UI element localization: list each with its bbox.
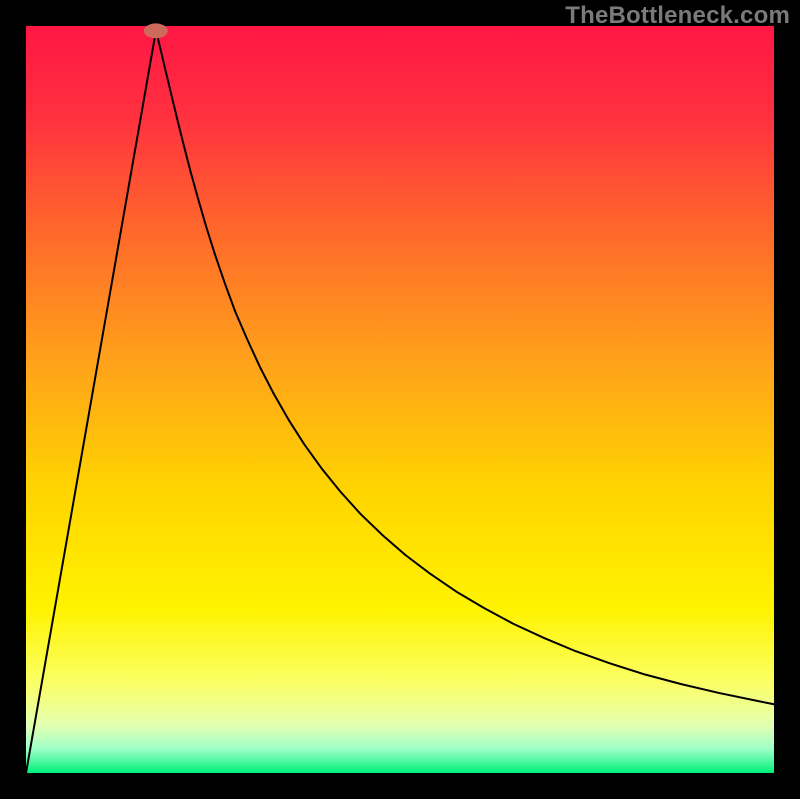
bottleneck-chart [0,0,800,800]
plot-background [26,26,774,773]
watermark-label: TheBottleneck.com [565,2,790,30]
chart-container: TheBottleneck.com [0,0,800,800]
minimum-marker [144,23,168,38]
